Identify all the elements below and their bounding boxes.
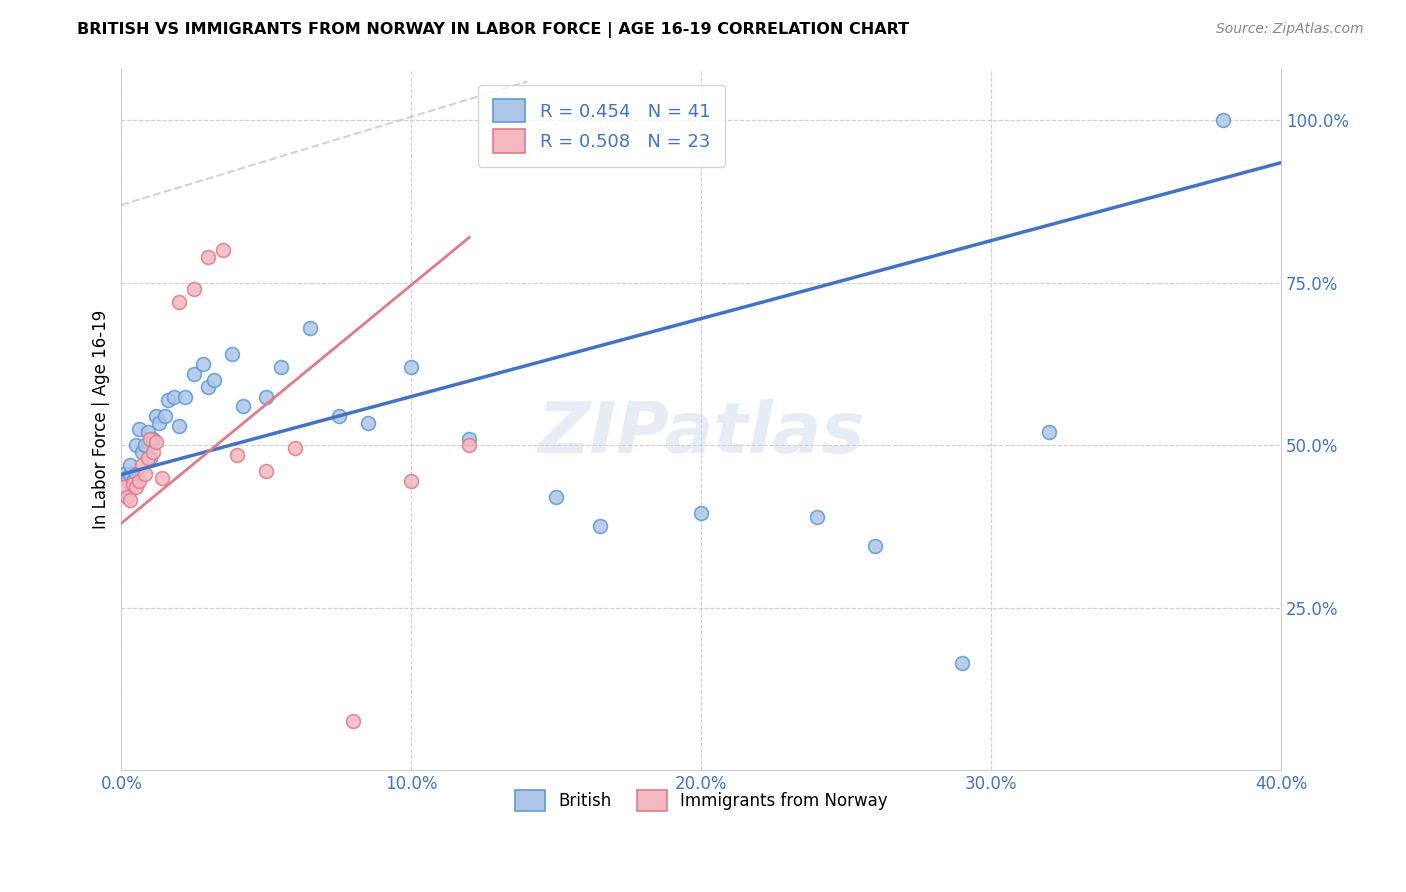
- Point: [131, 458, 153, 472]
- Point: [226, 448, 249, 462]
- Point: [202, 373, 225, 387]
- Point: [197, 380, 219, 394]
- Point: [174, 390, 197, 404]
- Point: [162, 390, 184, 404]
- Y-axis label: In Labor Force | Age 16-19: In Labor Force | Age 16-19: [93, 310, 110, 529]
- Point: [254, 390, 277, 404]
- Legend: British, Immigrants from Norway: British, Immigrants from Norway: [502, 777, 901, 825]
- Point: [120, 467, 142, 482]
- Point: [139, 432, 162, 446]
- Point: [142, 432, 165, 446]
- Point: [183, 282, 205, 296]
- Point: [122, 477, 145, 491]
- Point: [112, 467, 135, 482]
- Point: [156, 392, 179, 407]
- Point: [221, 347, 243, 361]
- Point: [357, 416, 380, 430]
- Point: [863, 539, 886, 553]
- Point: [128, 474, 150, 488]
- Point: [950, 656, 973, 670]
- Point: [342, 714, 364, 729]
- Point: [254, 464, 277, 478]
- Point: [136, 451, 159, 466]
- Point: [169, 295, 191, 310]
- Point: [142, 444, 165, 458]
- Point: [145, 435, 167, 450]
- Point: [232, 399, 254, 413]
- Point: [169, 418, 191, 433]
- Point: [136, 425, 159, 440]
- Point: [589, 519, 612, 533]
- Point: [458, 438, 481, 452]
- Point: [115, 474, 138, 488]
- Point: [120, 458, 142, 472]
- Point: [284, 442, 307, 456]
- Point: [134, 438, 156, 452]
- Point: [134, 467, 156, 482]
- Point: [183, 367, 205, 381]
- Point: [150, 471, 173, 485]
- Point: [122, 474, 145, 488]
- Point: [153, 409, 176, 423]
- Point: [131, 444, 153, 458]
- Point: [806, 509, 828, 524]
- Point: [298, 321, 321, 335]
- Point: [1038, 425, 1060, 440]
- Point: [112, 480, 135, 494]
- Point: [148, 416, 170, 430]
- Point: [458, 432, 481, 446]
- Text: ZIPatlas: ZIPatlas: [537, 399, 865, 467]
- Point: [546, 490, 568, 504]
- Point: [120, 493, 142, 508]
- Point: [191, 357, 214, 371]
- Point: [125, 467, 148, 482]
- Point: [128, 422, 150, 436]
- Point: [270, 360, 292, 375]
- Point: [212, 244, 235, 258]
- Point: [328, 409, 350, 423]
- Point: [115, 490, 138, 504]
- Point: [401, 360, 423, 375]
- Point: [197, 250, 219, 264]
- Point: [690, 507, 713, 521]
- Point: [401, 474, 423, 488]
- Text: Source: ZipAtlas.com: Source: ZipAtlas.com: [1216, 22, 1364, 37]
- Text: BRITISH VS IMMIGRANTS FROM NORWAY IN LABOR FORCE | AGE 16-19 CORRELATION CHART: BRITISH VS IMMIGRANTS FROM NORWAY IN LAB…: [77, 22, 910, 38]
- Point: [139, 451, 162, 466]
- Point: [125, 438, 148, 452]
- Point: [1212, 113, 1234, 128]
- Point: [125, 480, 148, 494]
- Point: [145, 409, 167, 423]
